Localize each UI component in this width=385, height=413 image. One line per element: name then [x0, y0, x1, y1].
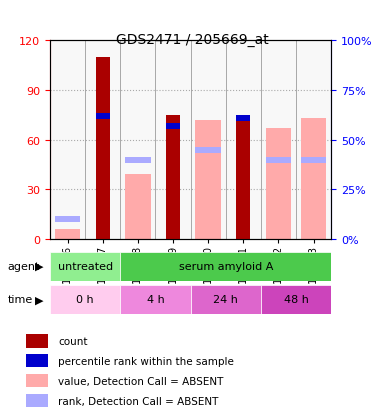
Bar: [266, 128, 291, 240]
Text: 4 h: 4 h: [147, 294, 164, 304]
Text: time: time: [8, 294, 33, 304]
Text: untreated: untreated: [58, 261, 113, 271]
Text: rank, Detection Call = ABSENT: rank, Detection Call = ABSENT: [58, 396, 219, 406]
Text: percentile rank within the sample: percentile rank within the sample: [58, 356, 234, 366]
Bar: [55, 217, 80, 223]
Bar: [125, 174, 151, 240]
Text: ▶: ▶: [35, 294, 43, 304]
FancyBboxPatch shape: [120, 285, 191, 314]
Bar: [96, 58, 110, 240]
Text: value, Detection Call = ABSENT: value, Detection Call = ABSENT: [58, 376, 224, 386]
FancyBboxPatch shape: [50, 252, 120, 281]
Bar: [55, 230, 80, 240]
Text: GDS2471 / 205669_at: GDS2471 / 205669_at: [116, 33, 269, 47]
Text: 24 h: 24 h: [213, 294, 238, 304]
FancyBboxPatch shape: [191, 285, 261, 314]
Bar: [301, 157, 326, 163]
Bar: [50, 41, 85, 240]
Bar: [26, 335, 48, 348]
Bar: [26, 354, 48, 368]
Text: 0 h: 0 h: [76, 294, 94, 304]
Text: count: count: [58, 336, 88, 346]
Bar: [236, 116, 250, 121]
Text: 48 h: 48 h: [283, 294, 308, 304]
Bar: [166, 123, 180, 130]
Bar: [125, 157, 151, 163]
FancyBboxPatch shape: [50, 285, 120, 314]
Bar: [236, 121, 250, 240]
Bar: [226, 41, 261, 240]
Bar: [191, 41, 226, 240]
FancyBboxPatch shape: [120, 252, 331, 281]
Bar: [196, 121, 221, 240]
Bar: [121, 41, 156, 240]
Bar: [261, 41, 296, 240]
Text: serum amyloid A: serum amyloid A: [179, 261, 273, 271]
Bar: [26, 394, 48, 407]
FancyBboxPatch shape: [261, 285, 331, 314]
Bar: [301, 119, 326, 240]
Bar: [96, 114, 110, 120]
Bar: [26, 374, 48, 387]
Bar: [166, 116, 180, 240]
Bar: [266, 157, 291, 163]
Text: agent: agent: [8, 261, 40, 271]
Bar: [85, 41, 120, 240]
Bar: [156, 41, 191, 240]
Bar: [196, 147, 221, 153]
Bar: [296, 41, 331, 240]
Text: ▶: ▶: [35, 261, 43, 271]
